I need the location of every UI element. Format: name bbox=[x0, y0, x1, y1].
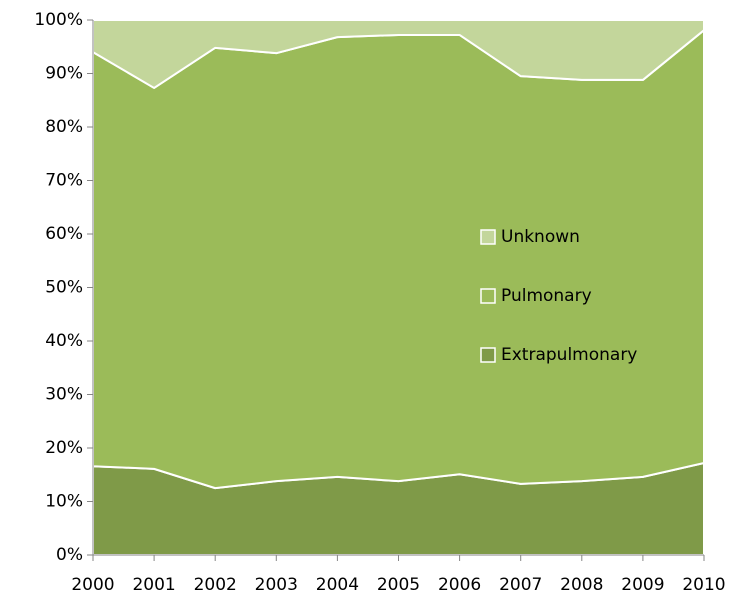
y-tick-label: 50% bbox=[45, 278, 83, 298]
x-tick-label: 2001 bbox=[132, 575, 175, 595]
x-tick-label: 2008 bbox=[560, 575, 603, 595]
x-tick-label: 2000 bbox=[71, 575, 114, 595]
legend-label: Extrapulmonary bbox=[501, 345, 637, 365]
x-tick-label: 2005 bbox=[377, 575, 420, 595]
x-tick-label: 2003 bbox=[255, 575, 298, 595]
y-tick-label: 90% bbox=[45, 64, 83, 84]
legend-swatch bbox=[480, 347, 496, 363]
legend-swatch bbox=[480, 288, 496, 304]
y-tick-label: 70% bbox=[45, 171, 83, 191]
x-tick-label: 2002 bbox=[194, 575, 237, 595]
y-tick-label: 40% bbox=[45, 331, 83, 351]
y-tick-label: 10% bbox=[45, 492, 83, 512]
legend-label: Pulmonary bbox=[501, 286, 592, 306]
x-tick-label: 2004 bbox=[316, 575, 359, 595]
y-tick-label: 0% bbox=[56, 545, 83, 565]
x-tick-label: 2010 bbox=[682, 575, 725, 595]
area bbox=[92, 19, 705, 89]
y-tick-label: 20% bbox=[45, 438, 83, 458]
x-tick-label: 2006 bbox=[438, 575, 481, 595]
y-tick-label: 100% bbox=[34, 10, 83, 30]
y-tick-label: 80% bbox=[45, 117, 83, 137]
y-tick-label: 60% bbox=[45, 224, 83, 244]
legend-swatch bbox=[480, 229, 496, 245]
x-tick-label: 2009 bbox=[621, 575, 664, 595]
legend-label: Unknown bbox=[501, 227, 580, 247]
y-tick-label: 30% bbox=[45, 385, 83, 405]
area bbox=[92, 29, 705, 490]
x-tick-label: 2007 bbox=[499, 575, 542, 595]
